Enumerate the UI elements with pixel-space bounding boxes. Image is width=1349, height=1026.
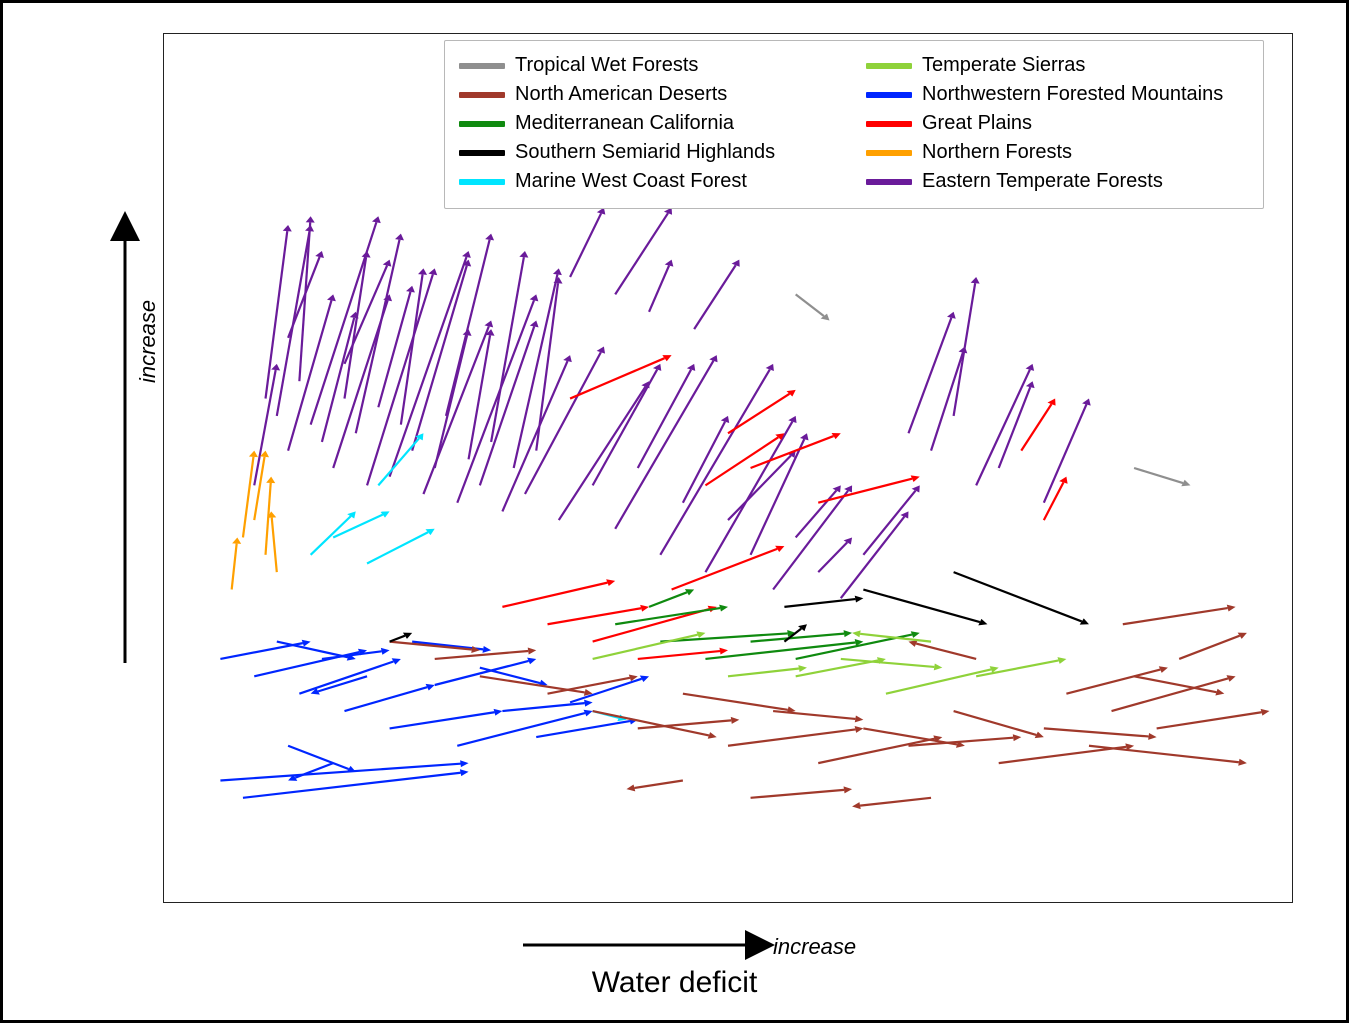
legend-label: Eastern Temperate Forests — [922, 167, 1163, 196]
legend-label: Marine West Coast Forest — [515, 167, 747, 196]
legend-item: Northwestern Forested Mountains — [866, 80, 1249, 109]
legend-label: Temperate Sierras — [922, 51, 1085, 80]
legend-label: North American Deserts — [515, 80, 727, 109]
plot-area: Tropical Wet ForestsNorth American Deser… — [163, 33, 1293, 903]
x-axis-label: Water deficit — [592, 966, 758, 1000]
legend-swatch — [459, 92, 505, 98]
legend-label: Great Plains — [922, 109, 1032, 138]
legend-item: Tropical Wet Forests — [459, 51, 842, 80]
legend-swatch — [866, 150, 912, 156]
legend-item: Northern Forests — [866, 138, 1249, 167]
legend-swatch — [866, 179, 912, 185]
legend-item: Southern Semiarid Highlands — [459, 138, 842, 167]
legend-item: North American Deserts — [459, 80, 842, 109]
y-increase-label: increase — [135, 300, 161, 383]
legend-label: Mediterranean California — [515, 109, 734, 138]
legend-label: Tropical Wet Forests — [515, 51, 698, 80]
legend-label: Northwestern Forested Mountains — [922, 80, 1223, 109]
legend-item: Marine West Coast Forest — [459, 167, 842, 196]
legend-label: Southern Semiarid Highlands — [515, 138, 775, 167]
figure-frame: Actual Evapotranspiration Water deficit … — [0, 0, 1349, 1023]
legend-swatch — [866, 121, 912, 127]
legend-item: Eastern Temperate Forests — [866, 167, 1249, 196]
legend-swatch — [866, 63, 912, 69]
legend-swatch — [459, 150, 505, 156]
legend-item: Mediterranean California — [459, 109, 842, 138]
plot-container: Tropical Wet ForestsNorth American Deser… — [163, 33, 1293, 903]
legend-swatch — [459, 179, 505, 185]
legend-swatch — [459, 63, 505, 69]
legend-swatch — [866, 92, 912, 98]
legend: Tropical Wet ForestsNorth American Deser… — [444, 40, 1264, 209]
legend-item: Great Plains — [866, 109, 1249, 138]
legend-label: Northern Forests — [922, 138, 1072, 167]
legend-swatch — [459, 121, 505, 127]
legend-item: Temperate Sierras — [866, 51, 1249, 80]
x-increase-label: increase — [773, 934, 856, 960]
